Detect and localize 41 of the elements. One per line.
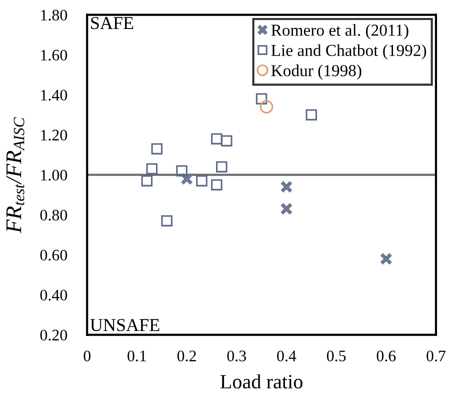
x-tick-label: 0.4 [277,350,296,362]
point [151,143,163,154]
point [280,202,293,216]
point [161,215,172,226]
x-axis-title: Load ratio [220,374,302,388]
x-tick-label: 0.5 [326,350,346,362]
legend-label: Kodur (1998) [271,64,362,80]
point [306,109,318,120]
point [216,161,228,172]
point [176,165,188,176]
x-tick-label: 0.7 [426,350,446,362]
point [256,93,268,104]
point [260,100,274,114]
x-tick-label: 0.2 [177,350,196,362]
y-tick-label: 1.00 [41,170,68,181]
x-tick-label: 0 [84,350,90,362]
point [146,163,158,174]
point [211,179,222,190]
point [196,175,208,186]
y-tick-label: 1.40 [41,90,68,101]
y-tick-label: 1.80 [41,10,68,21]
legend-label: Romero et al. (2011) [271,24,408,40]
point [180,172,194,186]
annotation: UNSAFE [90,319,160,332]
y-tick-label: 1.60 [41,50,68,61]
legend-label: Lie and Chatbot (1992) [271,44,426,60]
point [141,175,153,186]
y-axis-title: FR$_{test}$/FR$_{AISC}$ [6,117,24,234]
y-tick-label: 0.80 [40,210,68,221]
y-tick-label: 1.20 [41,130,68,141]
y-tick-label: 0.20 [40,330,68,341]
x-tick-label: 0.1 [128,350,146,362]
y-tick-label: 0.40 [40,290,68,301]
annotation: SAFE [91,17,134,30]
x-tick-label: 0.3 [227,350,246,362]
point [280,180,293,194]
point [211,133,222,144]
x-tick-label: 0.6 [376,350,396,362]
point [380,252,392,266]
y-tick-label: 0.60 [40,250,68,261]
point [221,135,232,146]
